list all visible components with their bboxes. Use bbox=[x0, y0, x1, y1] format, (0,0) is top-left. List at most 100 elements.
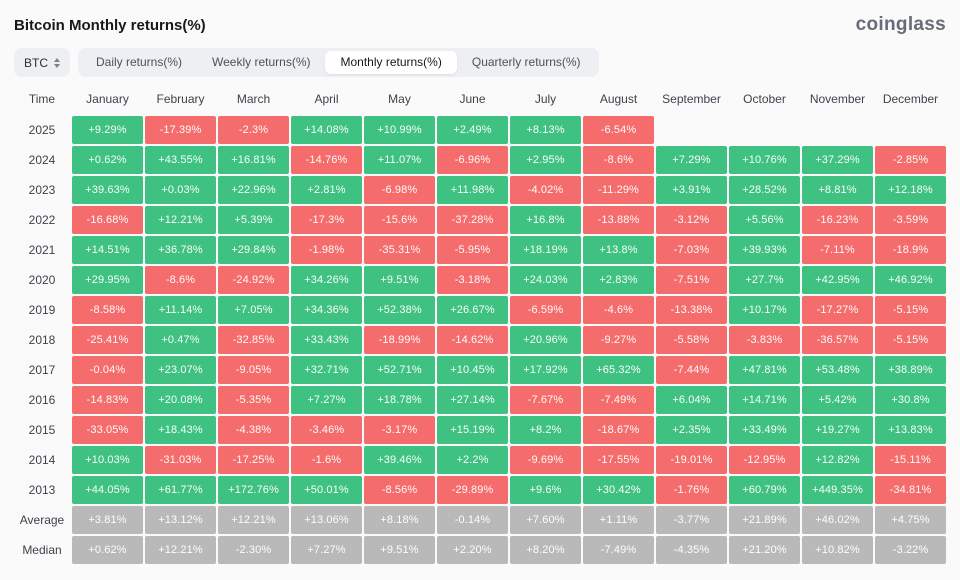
tab-monthly[interactable]: Monthly returns(%) bbox=[325, 51, 457, 74]
column-header-february: February bbox=[156, 92, 205, 106]
return-cell: +0.62% bbox=[72, 536, 143, 564]
return-cell: +11.98% bbox=[437, 176, 508, 204]
return-cell: -17.27% bbox=[802, 296, 873, 324]
return-cell: -3.83% bbox=[729, 326, 800, 354]
return-cell: +14.51% bbox=[72, 236, 143, 264]
return-cell: +42.95% bbox=[802, 266, 873, 294]
return-cell: -15.11% bbox=[875, 446, 946, 474]
return-cell: +23.07% bbox=[145, 356, 216, 384]
return-cell: -14.83% bbox=[72, 386, 143, 414]
return-cell: +21.20% bbox=[729, 536, 800, 564]
return-cell: +8.20% bbox=[510, 536, 581, 564]
return-cell: +8.13% bbox=[510, 116, 581, 144]
return-cell: +65.32% bbox=[583, 356, 654, 384]
return-cell: +3.81% bbox=[72, 506, 143, 534]
return-cell: -7.11% bbox=[802, 236, 873, 264]
empty-cell bbox=[656, 116, 727, 144]
return-cell: +18.78% bbox=[364, 386, 435, 414]
return-cell: -7.51% bbox=[656, 266, 727, 294]
return-cell: +21.89% bbox=[729, 506, 800, 534]
table-row: 2015 -33.05% +18.43% -4.38% -3.46% -3.17% +15.… bbox=[14, 416, 946, 444]
table-row: 2019 -8.58% +11.14% +7.05% +34.36% +52.38% +26… bbox=[14, 296, 946, 324]
row-label: 2017 bbox=[28, 363, 56, 377]
return-cell: -24.92% bbox=[218, 266, 289, 294]
return-cell: -8.6% bbox=[145, 266, 216, 294]
return-cell: -32.85% bbox=[218, 326, 289, 354]
empty-cell bbox=[875, 116, 946, 144]
return-cell: +27.7% bbox=[729, 266, 800, 294]
return-cell: +1.11% bbox=[583, 506, 654, 534]
return-cell: +34.36% bbox=[291, 296, 362, 324]
return-cell: +37.29% bbox=[802, 146, 873, 174]
coinglass-logo: coinglass bbox=[855, 14, 946, 35]
return-cell: -33.05% bbox=[72, 416, 143, 444]
return-cell: +7.60% bbox=[510, 506, 581, 534]
return-cell: +14.08% bbox=[291, 116, 362, 144]
return-cell: -7.49% bbox=[583, 386, 654, 414]
return-cell: +33.49% bbox=[729, 416, 800, 444]
tab-daily[interactable]: Daily returns(%) bbox=[96, 55, 183, 69]
return-cell: +9.51% bbox=[364, 266, 435, 294]
return-cell: -4.02% bbox=[510, 176, 581, 204]
row-label: 2015 bbox=[28, 423, 56, 437]
return-cell: -8.58% bbox=[72, 296, 143, 324]
return-cell: -16.68% bbox=[72, 206, 143, 234]
return-cell: -9.27% bbox=[583, 326, 654, 354]
return-cell: -13.38% bbox=[656, 296, 727, 324]
table-row: 2020 +29.95% -8.6% -24.92% +34.26% +9.51% -3.1… bbox=[14, 266, 946, 294]
returns-table: Time January February March April May June July… bbox=[14, 85, 946, 564]
return-cell: -4.35% bbox=[656, 536, 727, 564]
column-header-december: December bbox=[882, 92, 939, 106]
return-cell: +46.92% bbox=[875, 266, 946, 294]
row-label: 2021 bbox=[28, 243, 56, 257]
return-cell: +12.21% bbox=[145, 536, 216, 564]
return-cell: +15.19% bbox=[437, 416, 508, 444]
return-cell: -4.38% bbox=[218, 416, 289, 444]
return-cell: +11.14% bbox=[145, 296, 216, 324]
return-cell: -1.76% bbox=[656, 476, 727, 504]
tab-quarterly[interactable]: Quarterly returns(%) bbox=[471, 55, 581, 69]
return-cell: +39.63% bbox=[72, 176, 143, 204]
return-cell: +12.18% bbox=[875, 176, 946, 204]
return-cell: +13.8% bbox=[583, 236, 654, 264]
row-label: 2013 bbox=[28, 483, 56, 497]
symbol-selector[interactable]: BTC bbox=[14, 48, 70, 77]
return-cell: +13.12% bbox=[145, 506, 216, 534]
return-cell: -3.18% bbox=[437, 266, 508, 294]
return-cell: -7.49% bbox=[583, 536, 654, 564]
returns-tabs: Daily returns(%) Weekly returns(%) Monthly… bbox=[78, 48, 599, 77]
return-cell: +9.29% bbox=[72, 116, 143, 144]
return-cell: +19.27% bbox=[802, 416, 873, 444]
row-label: 2022 bbox=[28, 213, 56, 227]
return-cell: +5.42% bbox=[802, 386, 873, 414]
table-row: 2023 +39.63% +0.03% +22.96% +2.81% -6.98% +11.… bbox=[14, 176, 946, 204]
return-cell: +32.71% bbox=[291, 356, 362, 384]
return-cell: -7.44% bbox=[656, 356, 727, 384]
return-cell: -14.62% bbox=[437, 326, 508, 354]
return-cell: +4.75% bbox=[875, 506, 946, 534]
return-cell: -6.98% bbox=[364, 176, 435, 204]
column-header-may: May bbox=[388, 92, 411, 106]
row-label: 2023 bbox=[28, 183, 56, 197]
return-cell: -18.9% bbox=[875, 236, 946, 264]
return-cell: +43.55% bbox=[145, 146, 216, 174]
return-cell: +8.2% bbox=[510, 416, 581, 444]
return-cell: +60.79% bbox=[729, 476, 800, 504]
tab-weekly[interactable]: Weekly returns(%) bbox=[212, 55, 311, 69]
return-cell: +0.62% bbox=[72, 146, 143, 174]
return-cell: +12.82% bbox=[802, 446, 873, 474]
return-cell: +10.17% bbox=[729, 296, 800, 324]
row-label: 2018 bbox=[28, 333, 56, 347]
empty-cell bbox=[802, 116, 873, 144]
return-cell: +30.8% bbox=[875, 386, 946, 414]
return-cell: -31.03% bbox=[145, 446, 216, 474]
table-row: 2016 -14.83% +20.08% -5.35% +7.27% +18.78% +27… bbox=[14, 386, 946, 414]
return-cell: +7.29% bbox=[656, 146, 727, 174]
return-cell: -17.25% bbox=[218, 446, 289, 474]
return-cell: -5.35% bbox=[218, 386, 289, 414]
return-cell: -9.05% bbox=[218, 356, 289, 384]
return-cell: -15.6% bbox=[364, 206, 435, 234]
return-cell: -1.98% bbox=[291, 236, 362, 264]
row-label: 2016 bbox=[28, 393, 56, 407]
row-label: 2020 bbox=[28, 273, 56, 287]
